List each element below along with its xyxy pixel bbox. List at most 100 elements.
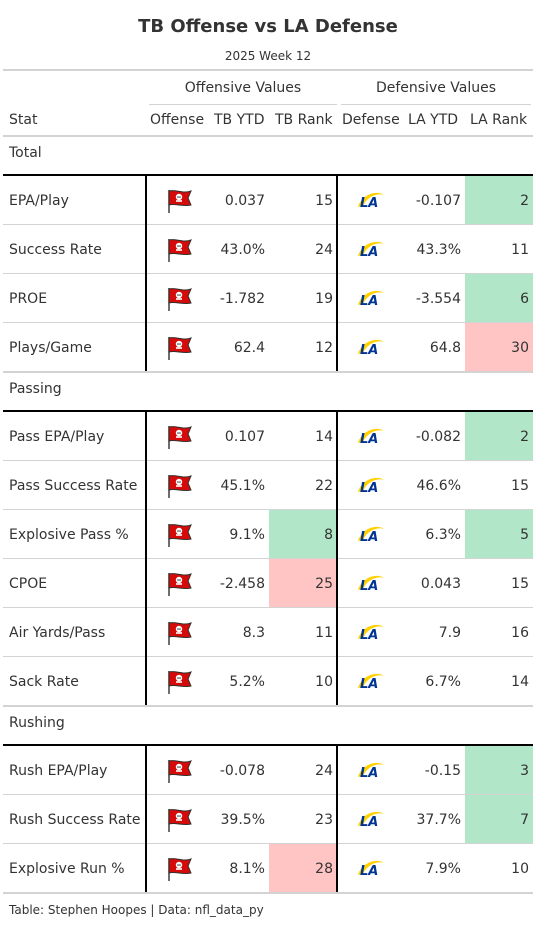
offense-logo-cell bbox=[146, 323, 209, 372]
buccaneers-flag-logo-icon bbox=[163, 856, 193, 882]
stat-name: Success Rate bbox=[9, 241, 102, 258]
tb-rank-value: 10 bbox=[315, 673, 333, 690]
group-label: Total bbox=[9, 145, 42, 161]
la-rank-value: 7 bbox=[465, 795, 533, 844]
tb-rank-value: 28 bbox=[269, 844, 337, 893]
tb-ytd-value: 0.037 bbox=[224, 192, 265, 209]
la-rank-value: 11 bbox=[511, 241, 529, 258]
stat-name: Pass Success Rate bbox=[9, 477, 138, 494]
table-row: Explosive Pass % 9.1% 8 LA 6.3% 5 bbox=[3, 510, 533, 559]
offense-logo-cell bbox=[146, 795, 209, 844]
table-row: Pass EPA/Play 0.107 14 LA -0.082 2 bbox=[3, 412, 533, 461]
column-header-offense: Offense bbox=[150, 112, 205, 128]
rams-la-logo-icon: LA bbox=[355, 858, 385, 880]
stat-name: CPOE bbox=[9, 575, 48, 592]
tb-ytd-value: 62.4 bbox=[233, 339, 265, 356]
header-rule bbox=[3, 135, 533, 137]
row-separator bbox=[3, 656, 533, 657]
top-rule bbox=[3, 69, 533, 71]
spanner-offensive-label: Offensive Values bbox=[184, 80, 302, 96]
tb-rank-value: 14 bbox=[315, 428, 333, 445]
column-header-tb-rank: TB Rank bbox=[275, 112, 333, 128]
la-ytd-value: -0.082 bbox=[415, 428, 461, 445]
rams-la-logo-icon: LA bbox=[355, 671, 385, 693]
row-separator bbox=[3, 607, 533, 608]
table-row: Explosive Run % 8.1% 28 LA 7.9% 10 bbox=[3, 844, 533, 893]
buccaneers-flag-logo-icon bbox=[163, 807, 193, 833]
tb-rank-value: 23 bbox=[315, 811, 333, 828]
la-ytd-value: 0.043 bbox=[420, 575, 461, 592]
svg-text:LA: LA bbox=[360, 196, 378, 211]
buccaneers-flag-logo-icon bbox=[163, 669, 193, 695]
row-separator bbox=[3, 273, 533, 274]
buccaneers-flag-logo-icon bbox=[163, 522, 193, 548]
group-label: Passing bbox=[9, 381, 62, 397]
la-ytd-value: 6.3% bbox=[425, 526, 461, 543]
la-ytd-value: 7.9 bbox=[438, 624, 461, 641]
la-rank-value: 5 bbox=[465, 510, 533, 559]
group-top-border bbox=[3, 410, 533, 412]
tb-ytd-value: -1.782 bbox=[219, 290, 265, 307]
table-row: Rush EPA/Play -0.078 24 LA -0.15 3 bbox=[3, 746, 533, 795]
offense-logo-cell bbox=[146, 657, 209, 706]
column-header-la-ytd: LA YTD bbox=[408, 112, 459, 128]
defense-logo-cell: LA bbox=[337, 844, 403, 893]
group-divider bbox=[336, 410, 338, 706]
group-bottom-border bbox=[3, 371, 533, 373]
spanner-defensive-label: Defensive Values bbox=[375, 80, 497, 96]
la-rank-value: 3 bbox=[465, 746, 533, 795]
la-rank-value: 16 bbox=[511, 624, 529, 641]
defense-logo-cell: LA bbox=[337, 657, 403, 706]
offense-logo-cell bbox=[146, 510, 209, 559]
tb-rank-value: 11 bbox=[315, 624, 333, 641]
table-row: Pass Success Rate 45.1% 22 LA 46.6% 15 bbox=[3, 461, 533, 510]
la-rank-value: 15 bbox=[511, 575, 529, 592]
la-rank-value: 2 bbox=[465, 176, 533, 225]
svg-text:LA: LA bbox=[360, 432, 378, 447]
group-bottom-border bbox=[3, 705, 533, 707]
stat-name: PROE bbox=[9, 290, 48, 307]
buccaneers-flag-logo-icon bbox=[163, 286, 193, 312]
rams-la-logo-icon: LA bbox=[355, 426, 385, 448]
la-rank-value: 6 bbox=[465, 274, 533, 323]
column-header-defense: Defense bbox=[342, 112, 400, 128]
offense-logo-cell bbox=[146, 274, 209, 323]
stat-name: Explosive Run % bbox=[9, 860, 125, 877]
table-subtitle: 2025 Week 12 bbox=[224, 49, 312, 63]
defense-logo-cell: LA bbox=[337, 510, 403, 559]
spanner-offensive-values: Offensive Values bbox=[149, 80, 337, 105]
rams-la-logo-icon: LA bbox=[355, 809, 385, 831]
offense-logo-cell bbox=[146, 746, 209, 795]
tb-ytd-value: 45.1% bbox=[220, 477, 265, 494]
buccaneers-flag-logo-icon bbox=[163, 620, 193, 646]
rams-la-logo-icon: LA bbox=[355, 239, 385, 261]
rams-la-logo-icon: LA bbox=[355, 573, 385, 595]
buccaneers-flag-logo-icon bbox=[163, 758, 193, 784]
stat-name: EPA/Play bbox=[9, 192, 69, 209]
group-label: Rushing bbox=[9, 715, 65, 731]
row-separator bbox=[3, 460, 533, 461]
la-ytd-value: 43.3% bbox=[416, 241, 461, 258]
svg-text:LA: LA bbox=[360, 766, 378, 781]
row-separator bbox=[3, 224, 533, 225]
tb-ytd-value: 8.1% bbox=[229, 860, 265, 877]
table-row: Sack Rate 5.2% 10 LA 6.7% 14 bbox=[3, 657, 533, 706]
table-row: PROE -1.782 19 LA -3.554 6 bbox=[3, 274, 533, 323]
stats-table: TB Offense vs LA Defense 2025 Week 12 Of… bbox=[3, 5, 533, 925]
offense-logo-cell bbox=[146, 225, 209, 274]
svg-text:LA: LA bbox=[360, 815, 378, 830]
tb-rank-value: 19 bbox=[315, 290, 333, 307]
rams-la-logo-icon: LA bbox=[355, 337, 385, 359]
stat-name: Plays/Game bbox=[9, 339, 92, 356]
svg-text:LA: LA bbox=[360, 245, 378, 260]
offense-logo-cell bbox=[146, 559, 209, 608]
tb-ytd-value: 39.5% bbox=[220, 811, 265, 828]
rams-la-logo-icon: LA bbox=[355, 524, 385, 546]
table-row: CPOE -2.458 25 LA 0.043 15 bbox=[3, 559, 533, 608]
svg-text:LA: LA bbox=[360, 864, 378, 879]
defense-logo-cell: LA bbox=[337, 412, 403, 461]
defense-logo-cell: LA bbox=[337, 461, 403, 510]
tb-ytd-value: 0.107 bbox=[224, 428, 265, 445]
group-top-border bbox=[3, 744, 533, 746]
la-rank-value: 10 bbox=[511, 860, 529, 877]
